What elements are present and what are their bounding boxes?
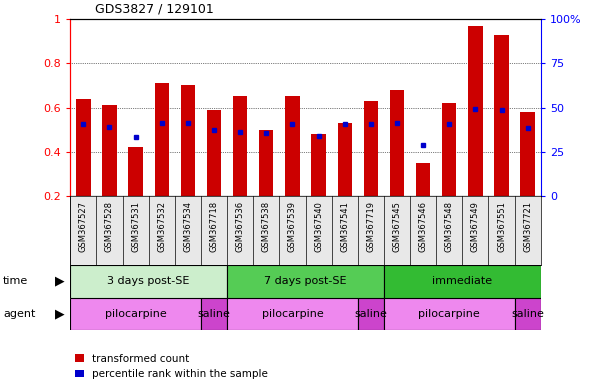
Text: GSM367549: GSM367549 (471, 201, 480, 252)
Legend: transformed count, percentile rank within the sample: transformed count, percentile rank withi… (76, 354, 268, 379)
Text: 7 days post-SE: 7 days post-SE (264, 276, 347, 286)
Text: pilocarpine: pilocarpine (262, 309, 323, 319)
Bar (207, 110, 221, 196)
Text: agent: agent (3, 309, 35, 319)
Bar (259, 130, 274, 196)
Text: GSM367528: GSM367528 (105, 201, 114, 252)
Bar (312, 134, 326, 196)
Text: saline: saline (511, 309, 544, 319)
Text: GSM367719: GSM367719 (367, 201, 375, 252)
Text: 3 days post-SE: 3 days post-SE (108, 276, 190, 286)
Bar (128, 147, 143, 196)
Text: GSM367551: GSM367551 (497, 201, 506, 252)
Bar (181, 86, 195, 196)
Bar (514, 298, 541, 330)
Text: immediate: immediate (432, 276, 492, 286)
Bar (227, 298, 358, 330)
Text: GSM367540: GSM367540 (314, 201, 323, 252)
Bar (70, 265, 227, 298)
Bar (70, 298, 201, 330)
Text: pilocarpine: pilocarpine (419, 309, 480, 319)
Text: saline: saline (354, 309, 387, 319)
Bar (494, 35, 509, 196)
Bar (227, 265, 384, 298)
Text: GSM367541: GSM367541 (340, 201, 349, 252)
Bar (76, 99, 90, 196)
Bar (468, 26, 483, 196)
Bar (201, 298, 227, 330)
Bar (364, 101, 378, 196)
Text: time: time (3, 276, 28, 286)
Bar (384, 298, 514, 330)
Bar (155, 83, 169, 196)
Text: GSM367718: GSM367718 (210, 201, 219, 253)
Bar (390, 90, 404, 196)
Text: GSM367538: GSM367538 (262, 201, 271, 253)
Bar (384, 265, 541, 298)
Text: ▶: ▶ (55, 308, 65, 320)
Text: GSM367721: GSM367721 (523, 201, 532, 252)
Bar (521, 112, 535, 196)
Text: GSM367546: GSM367546 (419, 201, 428, 252)
Bar (102, 105, 117, 196)
Text: GSM367548: GSM367548 (445, 201, 454, 252)
Text: GSM367536: GSM367536 (236, 201, 244, 253)
Text: GDS3827 / 129101: GDS3827 / 129101 (95, 2, 213, 15)
Bar (337, 123, 352, 196)
Text: GSM367539: GSM367539 (288, 201, 297, 252)
Bar (442, 103, 456, 196)
Text: GSM367527: GSM367527 (79, 201, 88, 252)
Text: GSM367545: GSM367545 (392, 201, 401, 252)
Text: GSM367532: GSM367532 (157, 201, 166, 252)
Text: saline: saline (197, 309, 230, 319)
Text: GSM367531: GSM367531 (131, 201, 140, 252)
Bar (285, 96, 299, 196)
Text: GSM367534: GSM367534 (183, 201, 192, 252)
Bar (358, 298, 384, 330)
Bar (233, 96, 247, 196)
Text: pilocarpine: pilocarpine (104, 309, 166, 319)
Bar (416, 163, 430, 196)
Text: ▶: ▶ (55, 275, 65, 288)
